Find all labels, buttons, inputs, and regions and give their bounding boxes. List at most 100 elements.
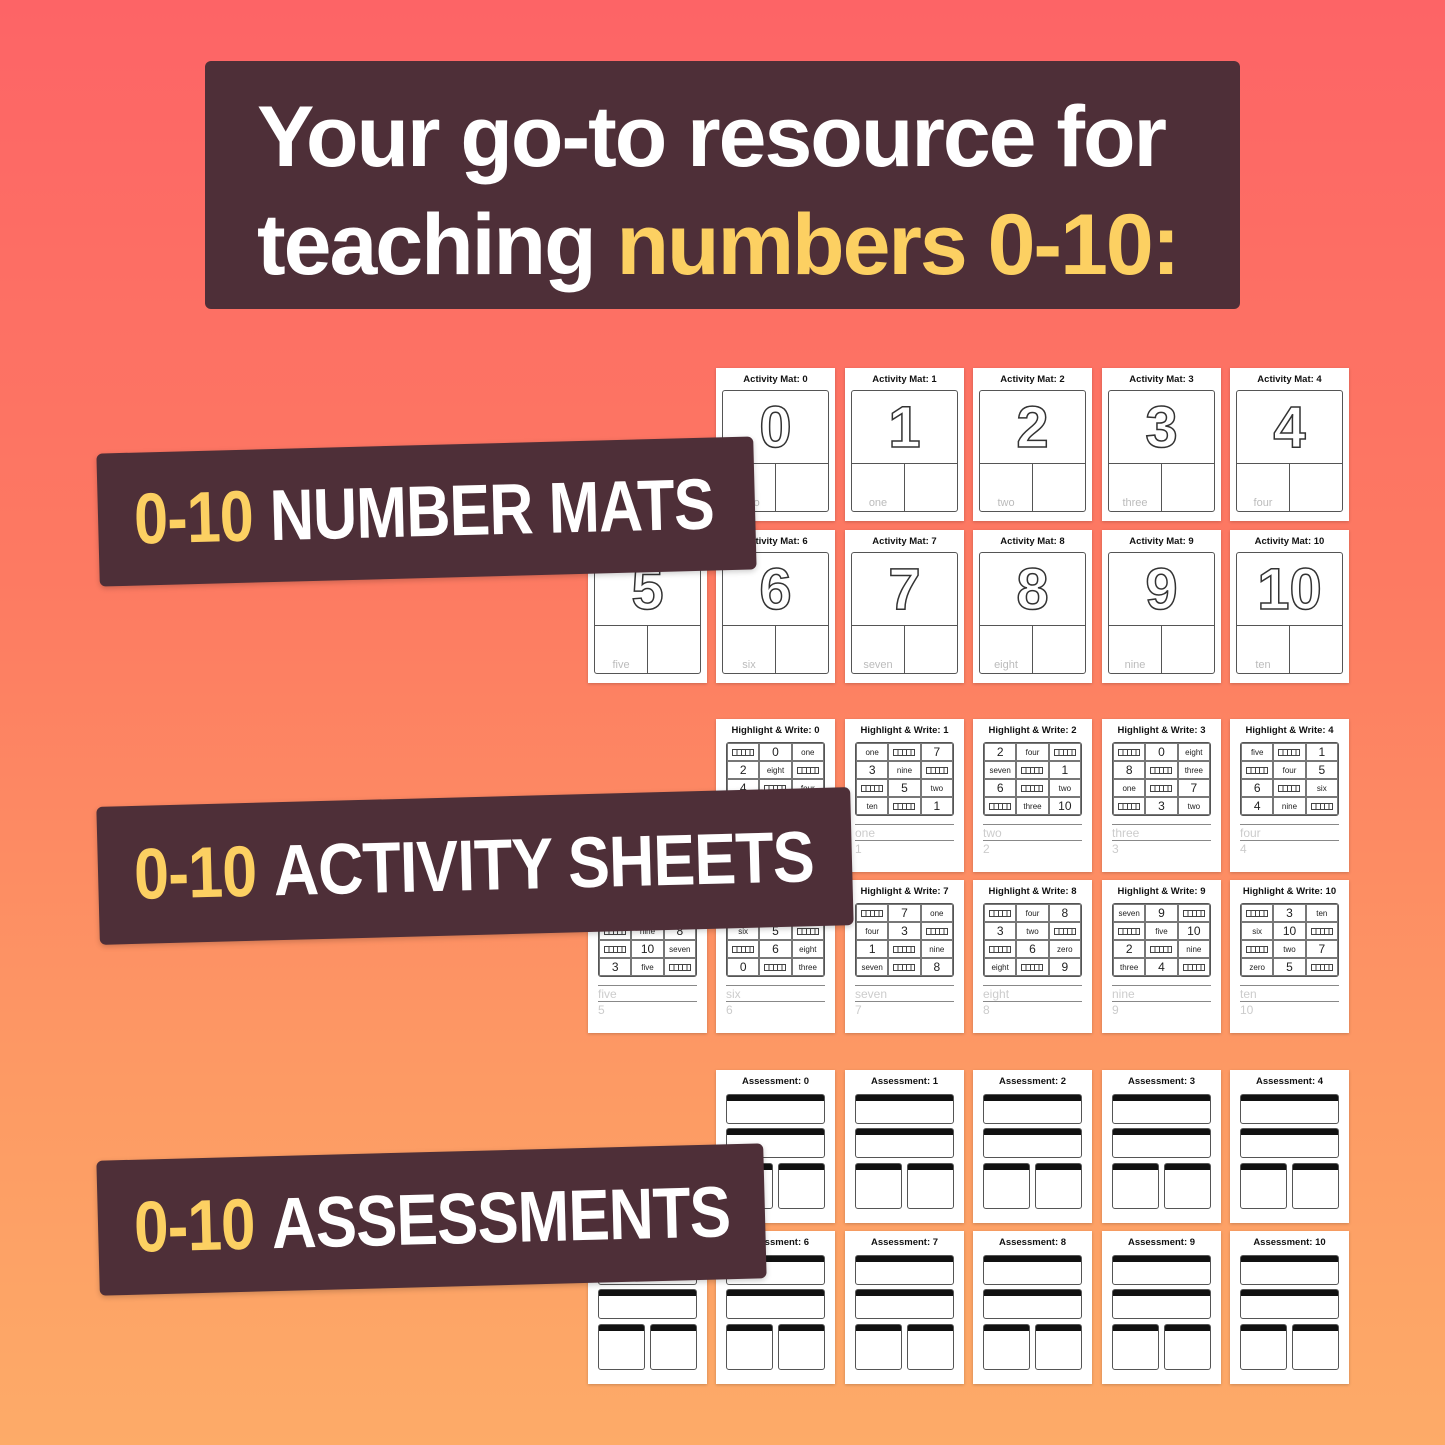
ten-frame-icon <box>1310 963 1333 971</box>
grid-cell: 3 <box>1145 797 1178 815</box>
grid-cell <box>888 743 921 761</box>
assessment-bottom-row <box>726 1324 825 1370</box>
tracing-lines: one 1 <box>855 824 954 856</box>
highlight-grid: one 7 3 nine 5 two ten 1 <box>855 742 954 816</box>
section-banner-activity-sheets: 0-10 ACTIVITY SHEETS <box>96 787 854 945</box>
ten-frame-box <box>855 1163 902 1209</box>
card-title-row: Activity Mat: 2 <box>979 374 1086 388</box>
picture-area <box>1032 464 1085 511</box>
picture-area <box>904 626 957 673</box>
grid-cell <box>727 743 760 761</box>
write-word-box <box>726 1128 825 1158</box>
number-word: two <box>997 497 1015 509</box>
grid-cell <box>984 797 1017 815</box>
grid-cell <box>727 940 760 958</box>
grid-cell: 0 <box>759 743 792 761</box>
grid-cell: three <box>791 958 824 976</box>
ten-frame-icon <box>796 927 819 935</box>
color-objects-box <box>1164 1163 1211 1209</box>
ten-frame-icon <box>925 927 948 935</box>
card-title: Activity Mat: 9 <box>1129 536 1194 547</box>
grid-cell <box>759 958 792 976</box>
activity-mat-card: Activity Mat: 2 2 two <box>973 368 1092 521</box>
color-objects-box <box>1292 1163 1339 1209</box>
grid-cell <box>1241 940 1274 958</box>
assessment-bottom-row <box>1112 1163 1211 1209</box>
assessment-card: Assessment: 8 <box>973 1231 1092 1384</box>
grid-cell <box>888 797 921 815</box>
grid-cell: zero <box>1241 958 1274 976</box>
card-title: Highlight & Write: 0 <box>731 725 820 736</box>
ten-frame-icon <box>861 909 884 917</box>
grid-cell: 5 <box>1305 761 1338 779</box>
grid-cell: 2 <box>727 761 760 779</box>
grid-cell <box>1241 761 1274 779</box>
grid-cell <box>1177 904 1210 922</box>
banner-text: 0-10 ASSESSMENTS <box>133 1172 731 1268</box>
grid-cell: four <box>1016 904 1049 922</box>
activity-mat-card: Activity Mat: 8 8 eight <box>973 530 1092 683</box>
card-title: Highlight & Write: 7 <box>860 886 949 897</box>
card-title-row: Assessment: 8 <box>979 1237 1086 1251</box>
grid-cell: seven <box>663 940 696 958</box>
card-title: Assessment: 0 <box>741 1076 810 1087</box>
activity-mat-card: Activity Mat: 9 9 nine <box>1102 530 1221 683</box>
trace-numeral: 3 <box>1112 842 1119 856</box>
grid-cell: nine <box>1273 797 1306 815</box>
grid-cell <box>1273 779 1306 797</box>
grid-cell <box>1177 958 1210 976</box>
ten-frame-icon <box>732 945 755 953</box>
ten-frame-box <box>983 1163 1030 1209</box>
mat-box: 10 ten <box>1236 552 1343 674</box>
trace-word: six <box>726 987 741 1001</box>
activity-sheet-card: Highlight & Write: 7 7 one four 3 1 nine seven 8… <box>845 880 964 1033</box>
grid-cell: 10 <box>1177 922 1210 940</box>
grid-cell: 1 <box>1305 743 1338 761</box>
grid-cell: six <box>1305 779 1338 797</box>
mat-bottom: two <box>980 463 1085 511</box>
ten-frame-icon <box>1021 766 1044 774</box>
grid-cell: one <box>1113 779 1146 797</box>
grid-cell: seven <box>1113 904 1146 922</box>
grid-cell: 3 <box>599 958 632 976</box>
ten-frame-icon <box>732 748 755 756</box>
write-word-box <box>1240 1289 1339 1319</box>
ten-frame-icon <box>1021 784 1044 792</box>
card-title: Highlight & Write: 2 <box>988 725 1077 736</box>
big-numeral: 7 <box>888 556 922 623</box>
grid-cell: ten <box>1305 904 1338 922</box>
grid-cell: 8 <box>920 958 953 976</box>
grid-cell: 9 <box>1048 958 1081 976</box>
card-title-row: Highlight & Write: 4 <box>1236 725 1343 739</box>
activity-sheet-card: Highlight & Write: 9 seven 9 five 10 2 nine thr… <box>1102 880 1221 1033</box>
grid-cell: 3 <box>984 922 1017 940</box>
mat-box: 9 nine <box>1108 552 1215 674</box>
grid-cell: one <box>920 904 953 922</box>
activity-mat-card: Activity Mat: 1 1 one <box>845 368 964 521</box>
ten-frame-icon <box>893 748 916 756</box>
grid-cell: 10 <box>1273 922 1306 940</box>
grid-cell: three <box>1177 761 1210 779</box>
write-numeral-box <box>1112 1255 1211 1285</box>
card-title-row: Activity Mat: 10 <box>1236 536 1343 550</box>
grid-cell: eight <box>791 940 824 958</box>
trace-word: five <box>598 987 617 1001</box>
grid-cell: 3 <box>1273 904 1306 922</box>
ten-frame-icon <box>989 909 1012 917</box>
grid-cell: 1 <box>1048 761 1081 779</box>
grid-cell: nine <box>888 761 921 779</box>
grid-cell: 6 <box>984 779 1017 797</box>
headline-highlight: numbers 0-10: <box>616 197 1181 293</box>
number-word: four <box>1253 497 1273 509</box>
number-word: one <box>868 497 888 509</box>
picture-area <box>904 464 957 511</box>
grid-cell: 0 <box>1145 743 1178 761</box>
picture-area <box>1289 626 1342 673</box>
tracing-lines: ten 10 <box>1240 985 1339 1017</box>
banner-range: 0-10 <box>133 831 258 915</box>
grid-cell <box>1305 922 1338 940</box>
mat-bottom: seven <box>852 625 957 673</box>
card-title-row: Activity Mat: 6 <box>722 536 829 550</box>
assessment-bottom-row <box>598 1324 697 1370</box>
mat-bottom: ten <box>1237 625 1342 673</box>
